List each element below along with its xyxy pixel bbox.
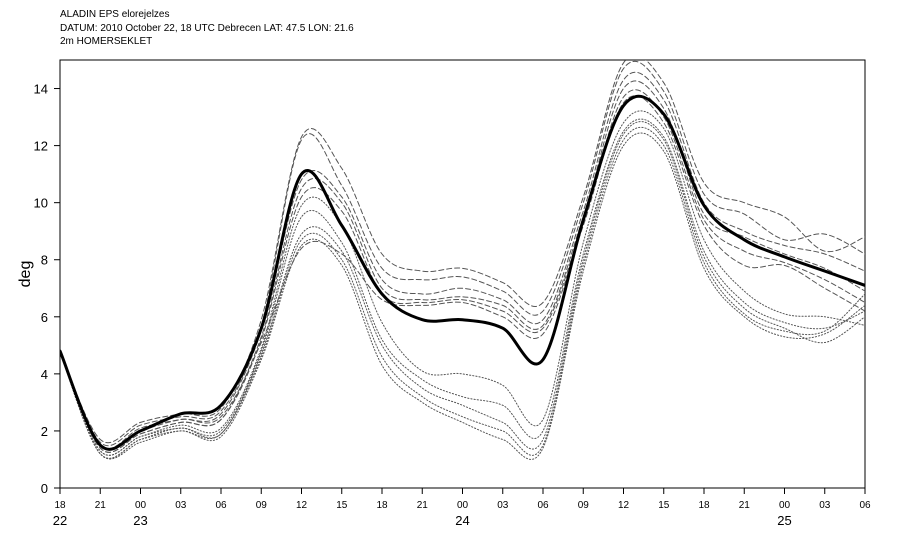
y-tick-label: 2	[41, 424, 48, 439]
x-tick-label: 09	[256, 500, 268, 511]
y-tick-label: 10	[34, 196, 48, 211]
x-day-label: 24	[455, 513, 469, 528]
x-tick-label: 15	[336, 500, 348, 511]
x-tick-label: 00	[457, 500, 469, 511]
y-axis-label: deg	[17, 261, 34, 288]
y-tick-label: 4	[41, 367, 48, 382]
series-line-member-7	[60, 110, 865, 456]
x-tick-label: 18	[376, 500, 388, 511]
x-tick-label: 06	[215, 500, 227, 511]
chart-header: ALADIN EPS elorejelzes DATUM: 2010 Octob…	[60, 8, 354, 49]
series-line-member-11	[60, 132, 865, 460]
y-tick-label: 14	[34, 82, 48, 97]
series-line-member-8	[60, 118, 865, 456]
y-tick-label: 12	[34, 139, 48, 154]
series-line-member-4	[60, 80, 865, 450]
series-line-member-5	[60, 89, 865, 453]
series-line-member-9	[60, 121, 865, 459]
x-tick-label: 03	[819, 500, 831, 511]
series-line-member-2	[60, 61, 865, 446]
x-tick-label: 12	[296, 500, 308, 511]
x-tick-label: 03	[497, 500, 509, 511]
x-tick-label: 06	[537, 500, 549, 511]
chart-variable: 2m HOMERSEKLET	[60, 36, 153, 47]
series-line-member-6	[60, 95, 865, 453]
x-tick-label: 06	[859, 500, 871, 511]
series-line-member-1	[60, 60, 865, 443]
y-tick-label: 6	[41, 310, 48, 325]
x-tick-label: 18	[54, 500, 66, 511]
x-tick-label: 21	[417, 500, 429, 511]
x-day-label: 22	[53, 513, 67, 528]
x-tick-label: 00	[135, 500, 147, 511]
x-tick-label: 18	[698, 500, 710, 511]
x-tick-label: 03	[175, 500, 187, 511]
series-line-member-10	[60, 127, 865, 459]
y-tick-label: 8	[41, 253, 48, 268]
x-tick-label: 15	[658, 500, 670, 511]
plot-frame	[59, 59, 866, 489]
chart-date-location: DATUM: 2010 October 22, 18 UTC Debrecen …	[60, 22, 354, 34]
y-tick-label: 0	[41, 481, 48, 496]
x-tick-label: 09	[578, 500, 590, 511]
x-tick-label: 21	[95, 500, 107, 511]
series-line-control	[60, 94, 865, 451]
x-day-label: 23	[133, 513, 147, 528]
x-day-label: 25	[777, 513, 791, 528]
chart-title: ALADIN EPS elorejelzes	[60, 9, 170, 20]
x-tick-label: 21	[739, 500, 751, 511]
x-tick-label: 00	[779, 500, 791, 511]
x-tick-label: 12	[618, 500, 630, 511]
series-layer	[60, 60, 865, 460]
series-line-member-3	[60, 71, 865, 450]
